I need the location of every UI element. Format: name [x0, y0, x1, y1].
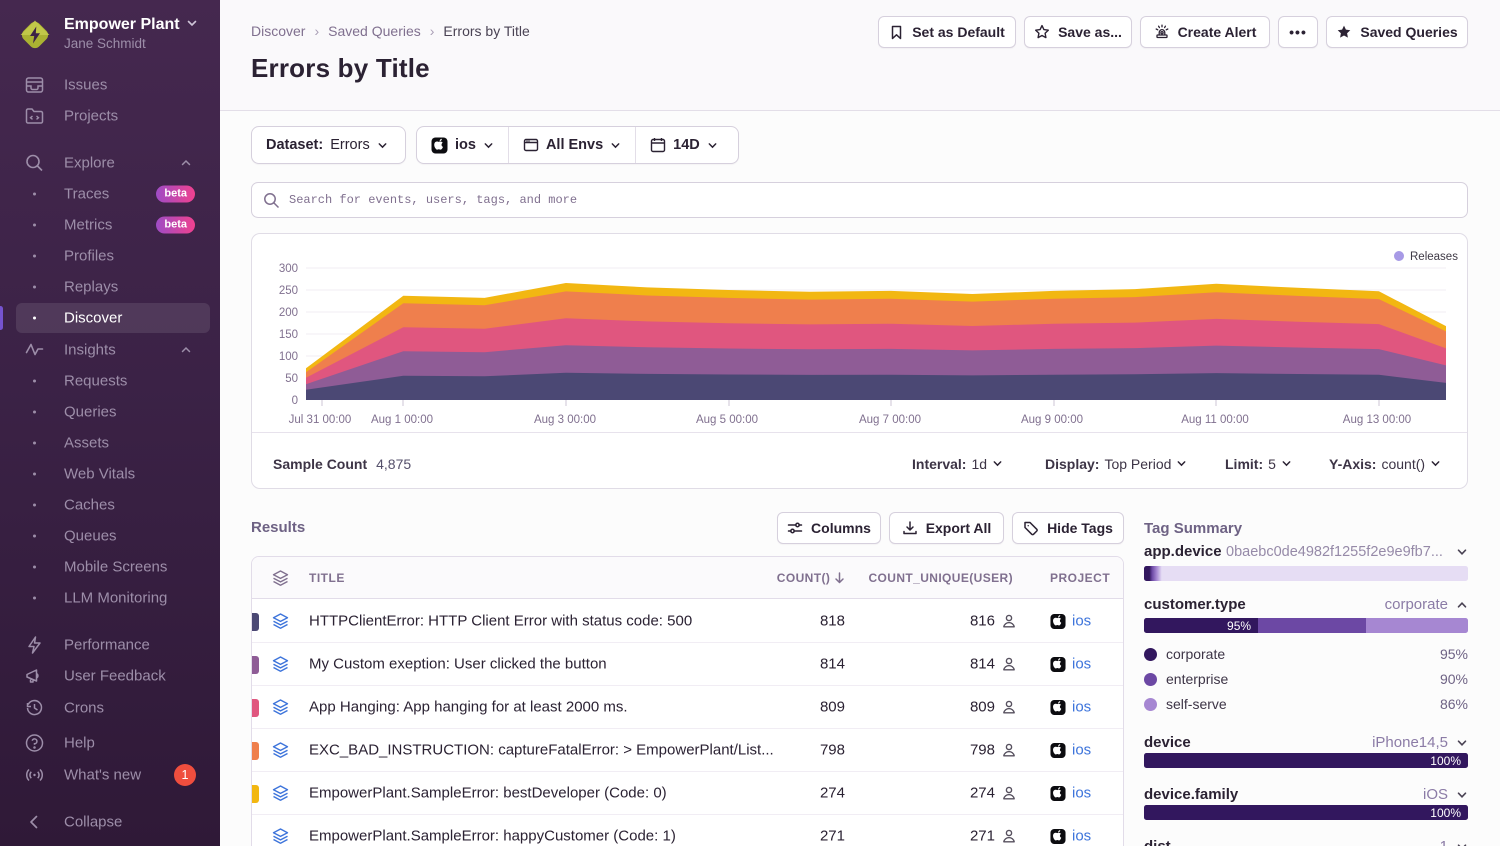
- svg-text:Aug 1 00:00: Aug 1 00:00: [371, 414, 433, 426]
- svg-text:100: 100: [279, 351, 298, 363]
- svg-text:250: 250: [279, 285, 298, 297]
- svg-text:0: 0: [292, 395, 298, 407]
- svg-text:Aug 3 00:00: Aug 3 00:00: [534, 414, 596, 426]
- svg-text:Aug 13 00:00: Aug 13 00:00: [1343, 414, 1411, 426]
- svg-text:150: 150: [279, 329, 298, 341]
- svg-text:300: 300: [279, 263, 298, 275]
- svg-text:Aug 5 00:00: Aug 5 00:00: [696, 414, 758, 426]
- svg-text:50: 50: [285, 373, 298, 385]
- svg-text:Aug 7 00:00: Aug 7 00:00: [859, 414, 921, 426]
- svg-text:Jul 31 00:00: Jul 31 00:00: [289, 414, 352, 426]
- svg-text:Aug 9 00:00: Aug 9 00:00: [1021, 414, 1083, 426]
- svg-text:Aug 11 00:00: Aug 11 00:00: [1181, 414, 1249, 426]
- svg-text:200: 200: [279, 307, 298, 319]
- svg-text:Releases: Releases: [1410, 251, 1458, 263]
